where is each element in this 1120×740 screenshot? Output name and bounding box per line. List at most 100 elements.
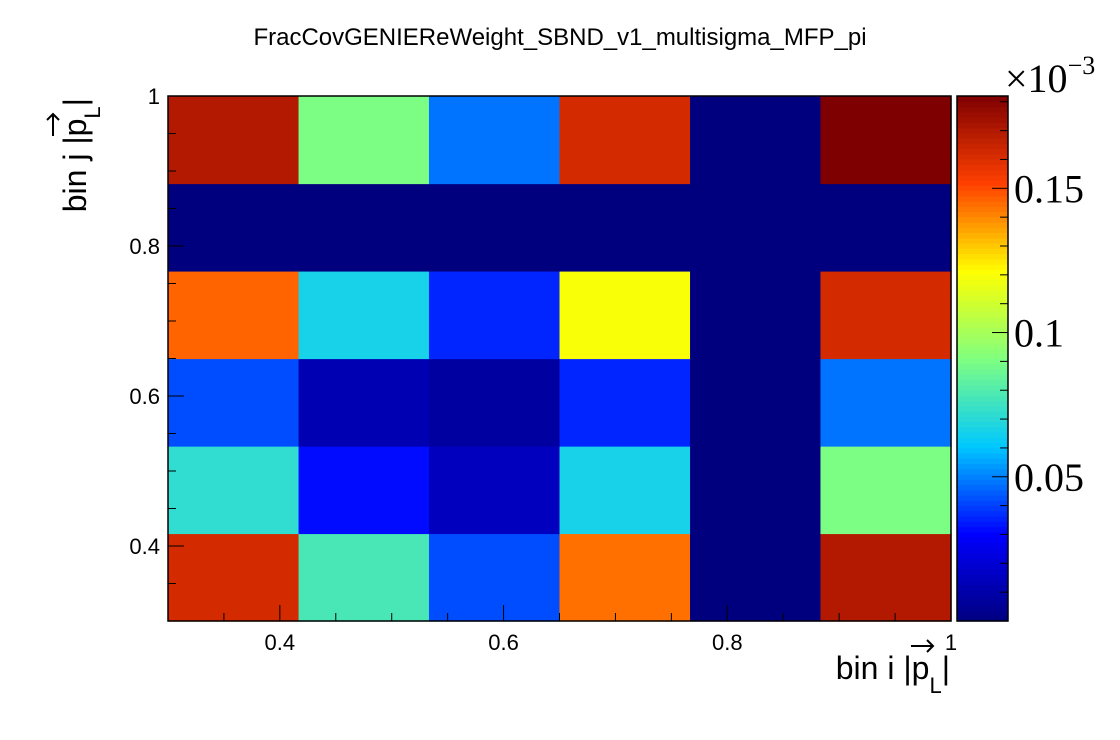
heatmap-cell: [428, 270, 561, 360]
colorbar-segment: [957, 237, 1008, 244]
colorbar-segment: [957, 489, 1008, 496]
colorbar-segment: [957, 547, 1008, 554]
colorbar-segment: [957, 573, 1008, 580]
heatmap-cell: [168, 183, 300, 272]
heatmap-cell: [690, 446, 822, 535]
colorbar-segment: [957, 106, 1008, 113]
colorbar-segment: [957, 437, 1008, 444]
heatmap-cell: [428, 533, 561, 622]
colorbar-segment: [957, 201, 1008, 207]
colorbar-segment: [957, 484, 1008, 491]
colorbar-segment: [957, 442, 1008, 449]
colorbar-segment: [957, 468, 1008, 475]
heatmap-cell: [428, 183, 561, 272]
colorbar-segment: [957, 316, 1008, 323]
colorbar-segment: [957, 269, 1008, 276]
y-tick-label: 0.4: [129, 534, 160, 559]
heatmap-cell: [428, 96, 561, 185]
colorbar-tick-label: 0.05: [1014, 455, 1084, 500]
heatmap-cell: [820, 446, 952, 535]
heatmap-cell: [820, 270, 952, 360]
colorbar-segment: [957, 505, 1008, 512]
colorbar-segment: [957, 96, 1008, 102]
colorbar-segment: [957, 510, 1008, 517]
colorbar-segment: [957, 537, 1008, 543]
colorbar-segment: [957, 432, 1008, 438]
heatmap-cell: [298, 358, 430, 447]
colorbar-segment: [957, 258, 1008, 265]
heatmap-cell: [690, 270, 822, 360]
colorbar-segment: [957, 447, 1008, 454]
y-tick-label: 0.8: [129, 234, 160, 259]
colorbar-segment: [957, 248, 1008, 255]
heatmap-cell: [820, 96, 952, 185]
colorbar-segment: [957, 589, 1008, 596]
colorbar-segment: [957, 264, 1008, 270]
colorbar-segment: [957, 374, 1008, 381]
colorbar-segment: [957, 605, 1008, 612]
colorbar-segment: [957, 101, 1008, 108]
colorbar-segment: [957, 117, 1008, 123]
heatmap-cell: [690, 358, 822, 447]
heatmap-cell: [428, 446, 561, 535]
colorbar-segment: [957, 169, 1008, 176]
colorbar-segment: [957, 495, 1008, 501]
x-tick-label: 0.8: [712, 630, 743, 655]
y-axis-label-prefix: bin j |: [57, 136, 93, 212]
colorbar-segment: [957, 216, 1008, 223]
heatmap-cell: [559, 270, 691, 360]
y-tick-label: 1: [148, 84, 160, 109]
x-axis-label-suffix: |: [942, 650, 950, 686]
colorbar-segment: [957, 290, 1008, 297]
colorbar-segment: [957, 516, 1008, 522]
colorbar-segment: [957, 274, 1008, 281]
colorbar-segment: [957, 563, 1008, 570]
colorbar-segment: [957, 232, 1008, 239]
colorbar-segment: [957, 400, 1008, 407]
heatmap-cell: [690, 533, 822, 622]
colorbar-segment: [957, 479, 1008, 486]
colorbar-segment: [957, 253, 1008, 260]
heatmap-cell: [298, 446, 430, 535]
colorbar-segment: [957, 379, 1008, 386]
colorbar-segment: [957, 127, 1008, 134]
colorbar-segment: [957, 426, 1008, 433]
colorbar-segment: [957, 474, 1008, 480]
heatmap-cell: [559, 96, 691, 185]
heatmap-cell: [559, 446, 691, 535]
heatmap-cell: [428, 358, 561, 447]
colorbar-segment: [957, 306, 1008, 312]
colorbar-segment: [957, 311, 1008, 318]
colorbar-segment: [957, 211, 1008, 218]
colorbar-segment: [957, 390, 1008, 396]
heatmap-cell: [168, 96, 300, 185]
colorbar-segment: [957, 421, 1008, 428]
colorbar-segment: [957, 568, 1008, 575]
heatmap-cell: [168, 446, 300, 535]
colorbar-segment: [957, 122, 1008, 129]
colorbar-segment: [957, 332, 1008, 339]
colorbar-segment: [957, 558, 1008, 564]
colorbar-segment: [957, 416, 1008, 423]
heatmap-cell: [298, 533, 430, 622]
colorbar-segment: [957, 222, 1008, 228]
colorbar-segment: [957, 542, 1008, 549]
colorbar-segment: [957, 500, 1008, 507]
colorbar-segment: [957, 552, 1008, 559]
colorbar-segment: [957, 342, 1008, 349]
y-axis-label-sub: L: [80, 106, 105, 118]
colorbar-segment: [957, 159, 1008, 165]
colorbar-segment: [957, 610, 1008, 617]
colorbar-segment: [957, 363, 1008, 370]
heatmap-cell: [820, 358, 952, 447]
heatmap-cell: [298, 183, 430, 272]
colorbar-segment: [957, 132, 1008, 139]
colorbar-segment: [957, 143, 1008, 150]
colorbar-segment: [957, 295, 1008, 302]
heatmap-cell: [168, 533, 300, 622]
y-tick-label: 0.6: [129, 384, 160, 409]
colorbar-segment: [957, 353, 1008, 360]
colorbar-segment: [957, 148, 1008, 155]
y-axis-label: bin j |pL|: [57, 98, 105, 212]
colorbar-exponent-base: ×10: [1005, 56, 1068, 101]
